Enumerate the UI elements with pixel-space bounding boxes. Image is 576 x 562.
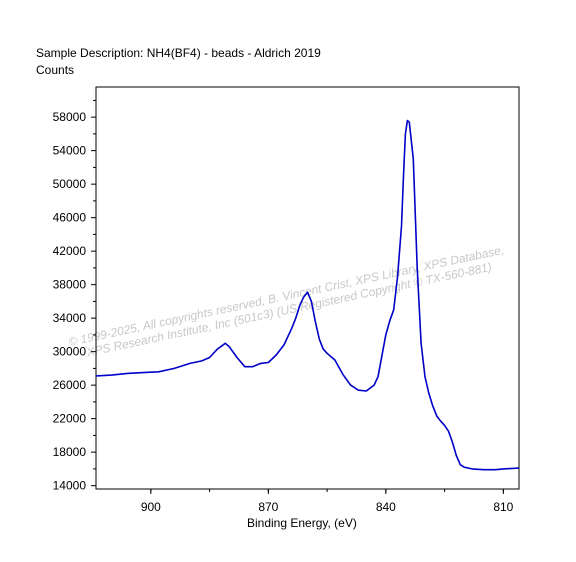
y-tick-label: 26000 [53,378,87,392]
y-tick-label: 58000 [53,110,87,124]
y-tick-label: 18000 [53,445,87,459]
plot-frame [95,86,520,490]
copyright-watermark: © 1999-2025, All copyrights reserved, B.… [67,243,505,360]
spectrum-line [95,119,520,471]
watermark-line: XPS Research Institute, Inc (501c3) (US … [84,260,493,360]
y-tick-label: 30000 [53,345,87,359]
chart-title: Sample Description: NH4(BF4) - beads - A… [36,46,321,60]
y-tick-label: 42000 [53,244,87,258]
y-tick-label: 50000 [53,177,87,191]
y-tick-label: 46000 [53,211,87,225]
y-tick-label: 38000 [53,278,87,292]
y-tick-label: 14000 [53,479,87,493]
x-axis-ticks: 900 870 840 810 [141,489,514,514]
x-tick-label: 810 [493,500,513,514]
y-axis-ticks: 14000 18000 22000 26000 30000 34000 38000 42000… [53,99,96,493]
y-tick-label: 54000 [53,144,87,158]
y-axis-label: Counts [36,63,75,77]
watermark-line: © 1999-2025, All copyrights reserved, B.… [67,243,505,349]
x-axis-label: Binding Energy, (eV) [247,516,357,530]
y-tick-label: 22000 [53,412,87,426]
y-tick-label: 34000 [53,311,87,325]
x-tick-label: 900 [141,500,161,514]
x-tick-label: 840 [376,500,396,514]
x-tick-label: 870 [258,500,278,514]
